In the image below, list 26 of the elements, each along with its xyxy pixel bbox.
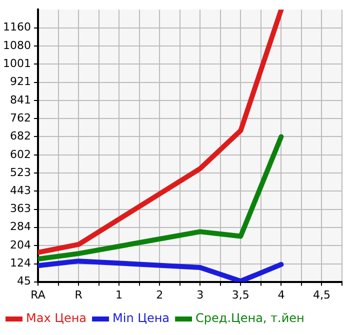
y-tick-label: 45 [16, 274, 31, 288]
x-tick-label: RA [30, 288, 46, 302]
y-tick-label: 762 [10, 111, 31, 124]
legend-label: Сред.Цена, т.йен [196, 311, 304, 326]
y-tick-label: 124 [10, 256, 31, 270]
x-tick-label: 3,5 [232, 288, 250, 302]
x-tick-label: 1 [116, 288, 123, 302]
y-tick-label: 921 [10, 75, 31, 88]
y-tick-label: 363 [10, 202, 31, 216]
y-tick-label: 1001 [2, 56, 31, 70]
y-tick-label: 523 [10, 166, 31, 179]
y-tick-label: 443 [10, 184, 31, 197]
y-tick-label: 602 [10, 148, 31, 161]
x-tick-label: 3 [196, 288, 204, 302]
x-tick-label: 2 [156, 288, 164, 302]
y-tick-label: 1080 [2, 38, 31, 52]
x-tick-label: R [74, 288, 83, 302]
y-tick-label: 284 [10, 220, 31, 234]
y-tick-label: 841 [10, 93, 31, 106]
y-tick-label: 1160 [2, 20, 31, 34]
x-tick-label: 4 [278, 288, 285, 302]
y-tick-label: 204 [10, 238, 31, 252]
x-tick-label: 4,5 [312, 288, 330, 302]
y-tick-label: 682 [10, 130, 31, 143]
legend-label: Max Цена [26, 311, 87, 326]
legend-label: Min Цена [112, 311, 170, 326]
